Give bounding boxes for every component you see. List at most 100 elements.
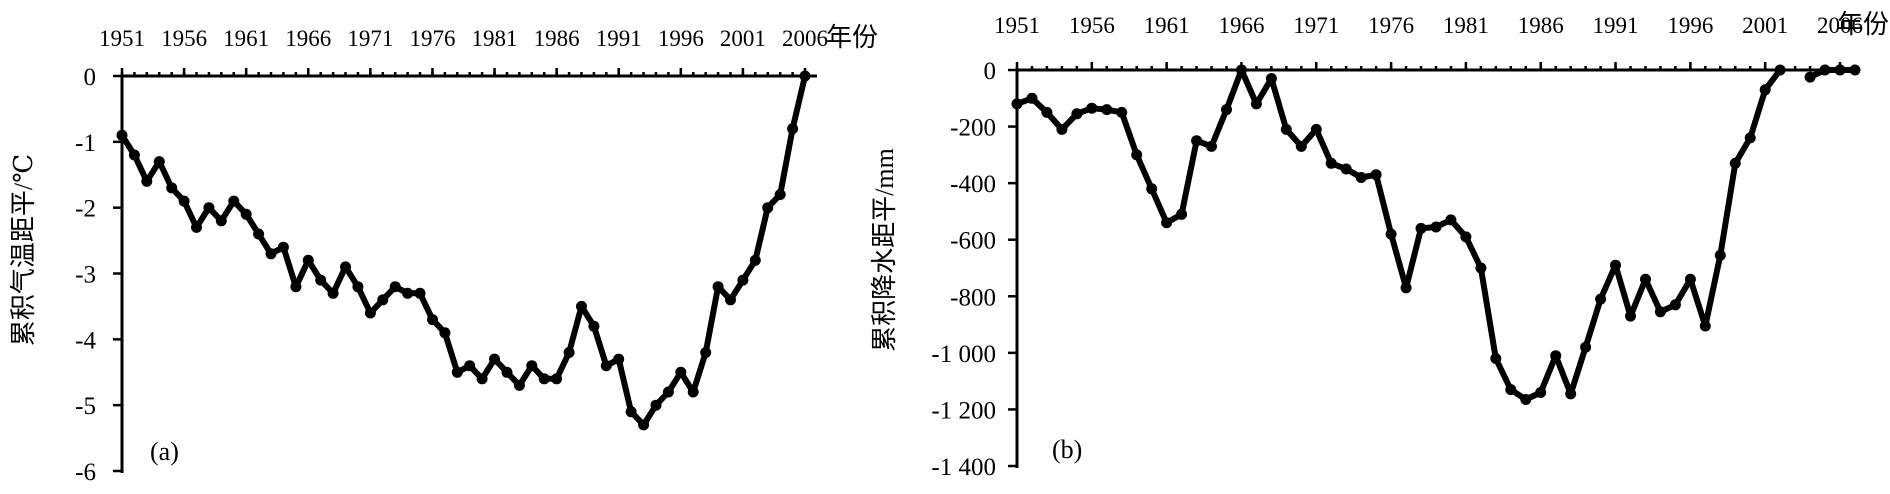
chart-panel-b: 1951 1956 1961 1966 1971 1976 1981 1986 1991 1996… — [870, 10, 1889, 481]
data-point — [364, 307, 376, 319]
data-point — [588, 320, 600, 332]
data-point — [1445, 214, 1457, 226]
data-point — [1729, 157, 1741, 169]
data-point — [315, 274, 327, 286]
data-point — [1625, 310, 1636, 322]
y-tick-label: -3 — [75, 262, 96, 289]
x-tick-label: 1986 — [534, 26, 580, 51]
data-point — [215, 215, 227, 227]
data-point — [1520, 394, 1532, 405]
x-axis-title: 年份 — [826, 23, 878, 52]
data-point — [1385, 228, 1397, 240]
y-tick-label: -800 — [950, 284, 996, 311]
data-point — [1101, 104, 1113, 116]
data-point — [1191, 135, 1203, 147]
x-tick-label: 1986 — [1518, 13, 1564, 38]
data-point — [1714, 249, 1726, 261]
data-point — [290, 281, 302, 293]
data-point — [1759, 84, 1771, 96]
y-tick-label: -1 000 — [931, 341, 996, 368]
x-tick-label: 1976 — [1368, 13, 1414, 38]
data-point — [1400, 282, 1412, 294]
y-tick-label: -4 — [75, 327, 96, 354]
data-point — [476, 373, 488, 385]
y-tick-label: -5 — [75, 393, 96, 420]
series-line-1 — [1807, 67, 1858, 81]
x-tick-label: 1951 — [99, 26, 145, 51]
data-point — [1834, 64, 1846, 76]
data-point — [712, 281, 724, 293]
data-point — [1056, 123, 1068, 135]
data-point — [1011, 98, 1023, 110]
x-tick-label: 1961 — [1144, 13, 1190, 38]
data-point — [737, 274, 749, 286]
x-tick-label: 1981 — [1443, 13, 1489, 38]
data-point — [178, 195, 190, 207]
data-point — [489, 353, 500, 365]
data-point — [302, 254, 314, 266]
data-point — [1041, 106, 1053, 118]
y-tick-label: -600 — [950, 228, 996, 255]
y-tick-label: -1 200 — [931, 397, 996, 424]
data-point — [389, 281, 401, 293]
y-tick-label: -1 — [75, 130, 96, 157]
data-point — [340, 261, 351, 273]
data-point — [327, 287, 339, 299]
x-tick-label: 1956 — [161, 26, 207, 51]
data-point — [1131, 149, 1143, 161]
data-point — [1535, 387, 1547, 398]
data-point — [228, 195, 240, 207]
x-tick-label: 2006 — [1817, 13, 1863, 38]
data-point — [1146, 183, 1158, 195]
data-point — [1460, 231, 1472, 243]
data-point — [1295, 140, 1307, 152]
x-tick-label: 1971 — [347, 26, 393, 51]
data-point — [1640, 273, 1651, 285]
data-point — [600, 360, 612, 372]
data-point — [1849, 64, 1861, 76]
data-point — [352, 281, 364, 293]
data-point — [1280, 123, 1292, 135]
data-point — [1430, 221, 1442, 233]
y-tick-label: -6 — [75, 459, 96, 486]
data-point — [538, 373, 550, 385]
data-point — [1355, 172, 1367, 183]
data-point — [1116, 106, 1128, 118]
y-tick-label: -1 400 — [931, 454, 996, 481]
data-point — [277, 241, 289, 253]
data-point — [414, 287, 426, 299]
data-point — [687, 386, 699, 398]
data-point — [787, 123, 799, 135]
data-point — [240, 208, 252, 220]
data-point — [563, 347, 575, 358]
data-point — [700, 347, 712, 358]
data-point — [1565, 388, 1577, 400]
x-tick-label: 1961 — [223, 26, 269, 51]
x-tick-label: 1966 — [1218, 13, 1264, 38]
data-point — [1265, 73, 1277, 84]
y-tick-label: -400 — [950, 171, 996, 198]
data-point — [1684, 273, 1696, 285]
x-tick-label: 1956 — [1069, 13, 1115, 38]
data-point — [427, 314, 438, 326]
data-point — [650, 399, 662, 411]
x-tick-label: 1981 — [472, 26, 518, 51]
data-point — [1340, 163, 1352, 175]
series-line-0 — [119, 73, 808, 428]
data-point — [1310, 123, 1322, 135]
data-point — [1505, 384, 1517, 396]
data-point — [1774, 64, 1786, 76]
data-point — [1699, 320, 1711, 332]
data-point — [1161, 217, 1173, 229]
data-point — [613, 353, 625, 365]
data-point — [1490, 353, 1502, 364]
data-point — [501, 366, 513, 378]
data-point — [1550, 350, 1562, 362]
y-tick-label: 0 — [84, 64, 97, 91]
data-point — [1250, 98, 1262, 110]
data-point — [799, 70, 811, 82]
series-line-0 — [1014, 67, 1784, 403]
x-tick-label: 2006 — [782, 26, 828, 51]
data-point — [725, 294, 736, 306]
